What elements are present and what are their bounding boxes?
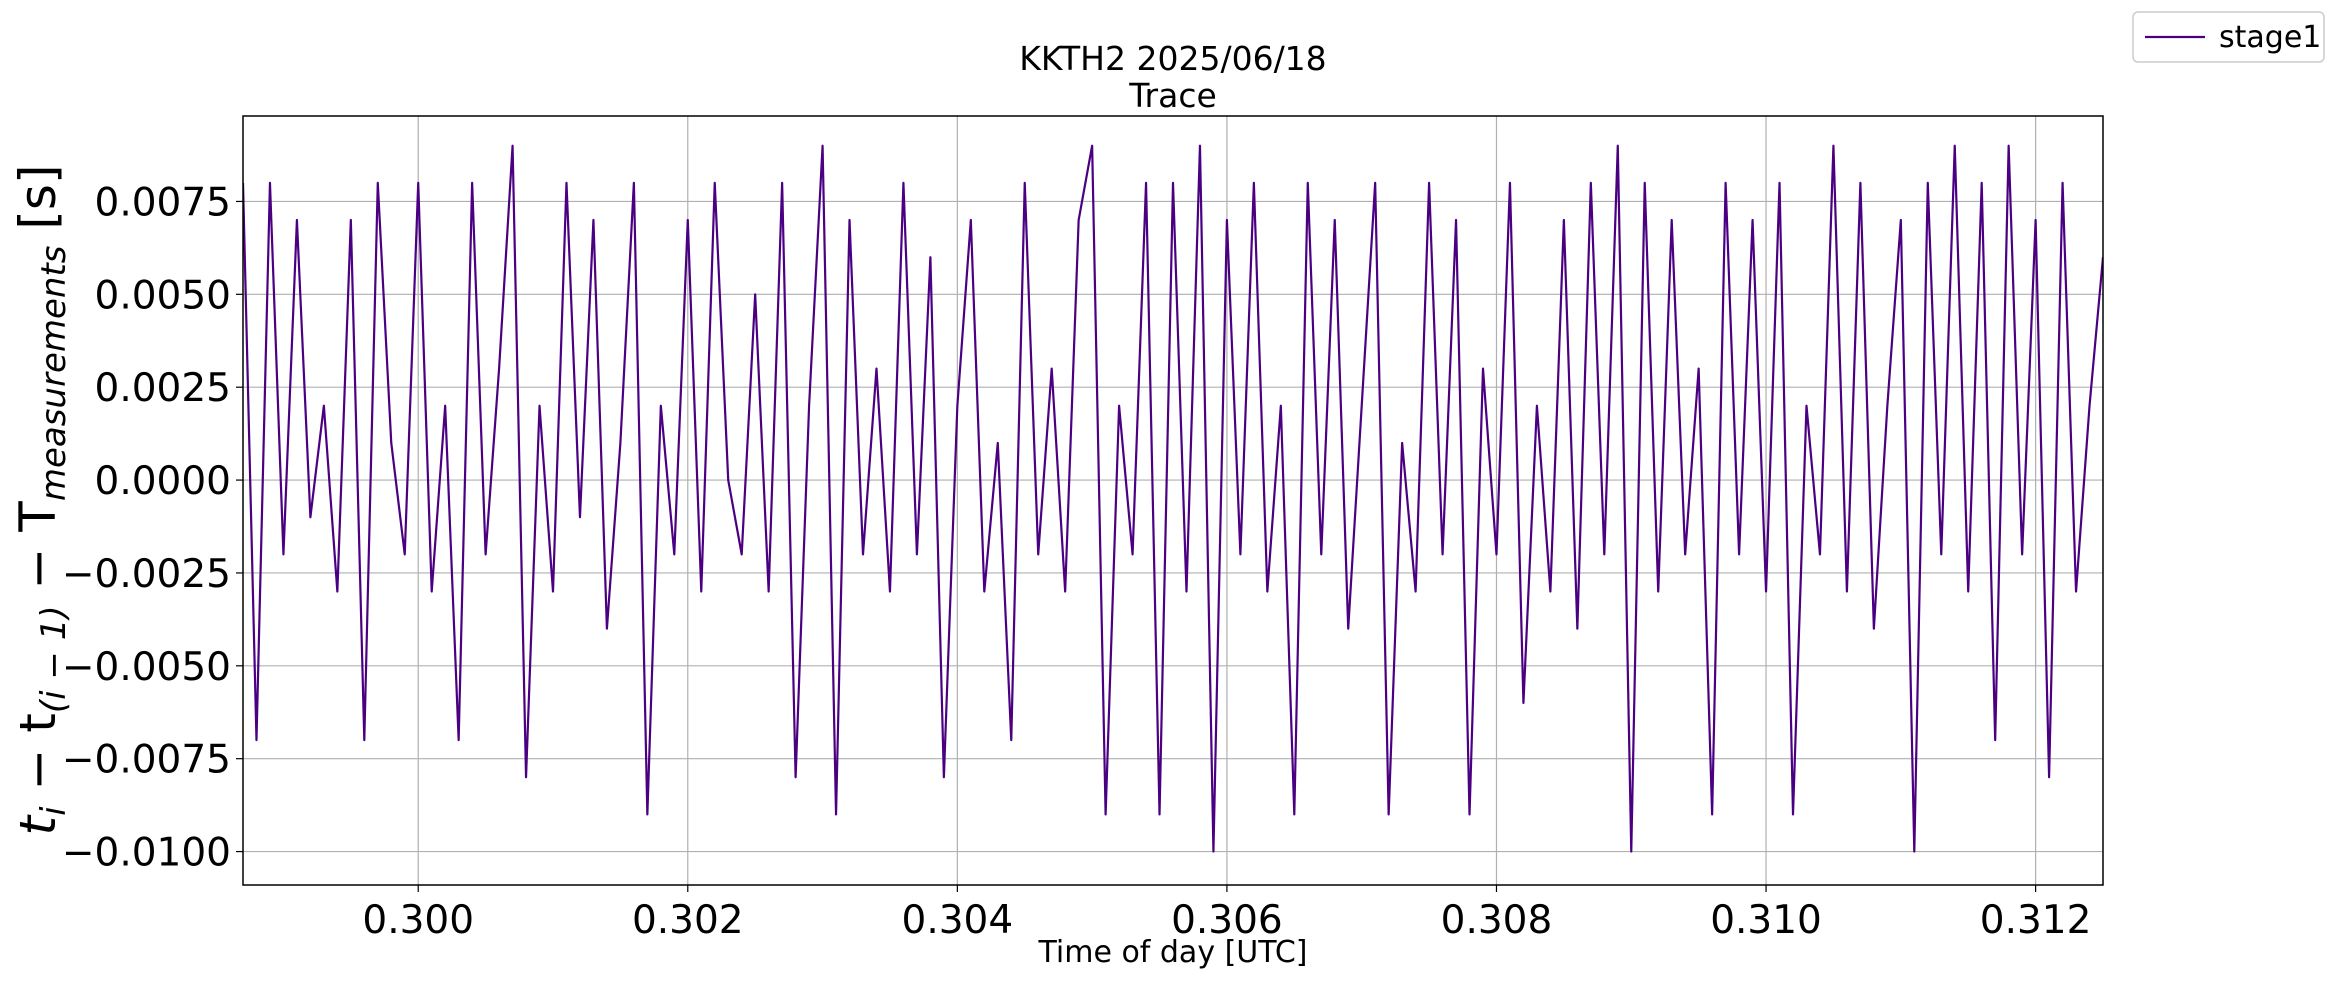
x-axis-label: Time of day [UTC] (1037, 935, 1307, 970)
y-label-part: − T (9, 501, 67, 606)
y-tick-label: 0.0050 (95, 273, 231, 318)
y-label-part: measurements (34, 245, 74, 501)
legend-box (2132, 11, 2325, 63)
x-tick-label: 0.310 (1710, 898, 1822, 943)
y-label-part: (i − 1) (34, 605, 74, 713)
y-tick-label: −0.0025 (62, 552, 231, 597)
x-tick-label: 0.302 (632, 898, 744, 943)
data-line (243, 144, 2103, 853)
x-tick-label: 0.306 (1171, 898, 1283, 943)
plot-frame (242, 115, 2104, 886)
chart-title: KKTH2 2025/06/18 (1019, 39, 1326, 78)
y-tick-label: 0.0025 (95, 366, 231, 411)
y-tick-label: 0.0075 (95, 180, 231, 225)
y-tick-label: −0.0050 (62, 645, 231, 690)
y-axis-label: ti − t(i − 1) − Tmeasurements [s] (9, 165, 74, 836)
x-tick-label: 0.304 (902, 898, 1014, 943)
y-label-part: t (9, 813, 67, 835)
y-label-part: − t (9, 713, 67, 806)
x-tick-label: 0.300 (362, 898, 474, 943)
chart-subtitle: Trace (1128, 76, 1217, 115)
x-tick-label: 0.312 (1980, 898, 2092, 943)
y-label-part: i (34, 806, 74, 816)
legend-label: stage1 (2219, 20, 2321, 55)
x-tick-label: 0.308 (1441, 898, 1553, 943)
y-tick-label: −0.0075 (62, 738, 231, 783)
y-label-part: [s] (9, 165, 67, 246)
y-tick-label: 0.0000 (95, 459, 231, 504)
y-tick-label: −0.0100 (62, 831, 231, 876)
